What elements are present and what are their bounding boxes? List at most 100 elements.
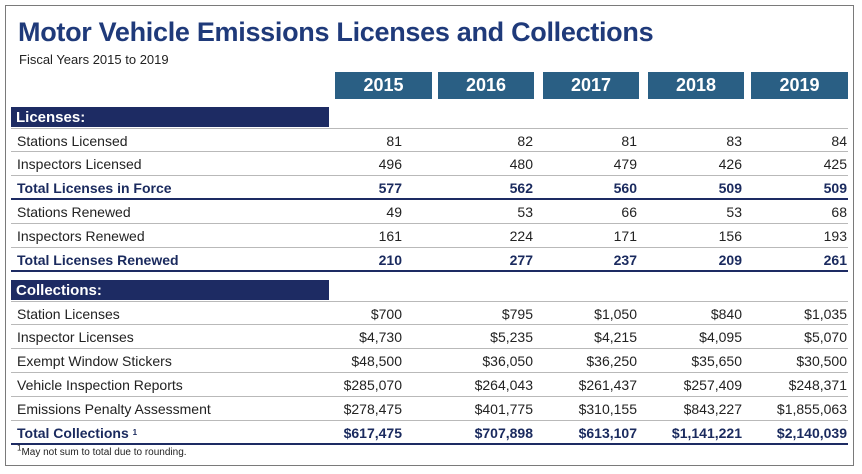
row-label: Total Licenses Renewed: [17, 248, 179, 271]
row-label: Stations Renewed: [17, 200, 131, 223]
cell-2019: 261: [823, 251, 847, 268]
table-row: Vehicle Inspection Reports $285,070 $264,0…: [11, 373, 848, 397]
cell-2017: $261,437: [578, 376, 637, 393]
cell-2016: 53: [517, 203, 533, 220]
table-total-row: Total Collections 1 $617,475 $707,898 $613,…: [11, 421, 848, 445]
row-label: Exempt Window Stickers: [17, 349, 172, 372]
cell-2017: 81: [621, 132, 637, 149]
cell-2017: $4,215: [594, 328, 637, 345]
row-label-text: Emissions Penalty Assessment: [17, 400, 211, 417]
table-row: Emissions Penalty Assessment $278,475 $401…: [11, 397, 848, 421]
year-header-2015: 2015: [335, 72, 432, 99]
cell-2016: $264,043: [474, 376, 533, 393]
cell-2017: $310,155: [578, 400, 637, 417]
cell-2019: $1,855,063: [776, 400, 847, 417]
row-label: Station Licenses: [17, 302, 120, 325]
cell-2015: 81: [386, 132, 402, 149]
cell-2016: 562: [509, 179, 533, 196]
table-frame: [5, 5, 854, 466]
cell-2017: 479: [613, 155, 637, 172]
row-label-text: Total Licenses in Force: [17, 179, 172, 196]
page-subtitle: Fiscal Years 2015 to 2019: [19, 52, 169, 67]
row-label: Vehicle Inspection Reports: [17, 373, 183, 396]
cell-2019: $5,070: [804, 328, 847, 345]
row-label-text: Inspectors Renewed: [17, 227, 145, 244]
table-total-row: Total Licenses in Force 577 562 560 509 509: [11, 176, 848, 200]
cell-2018: $843,227: [683, 400, 742, 417]
cell-2018: 156: [718, 227, 742, 244]
row-label-text: Station Licenses: [17, 305, 120, 322]
cell-2015: 496: [378, 155, 402, 172]
section-heading-collections: Collections:: [11, 280, 329, 300]
year-header-2018: 2018: [648, 72, 744, 99]
cell-2015: $48,500: [351, 352, 402, 369]
cell-2016: $795: [501, 305, 533, 322]
cell-2017: 66: [621, 203, 637, 220]
cell-2019: $30,500: [796, 352, 847, 369]
cell-2019: 425: [823, 155, 847, 172]
cell-2015: $4,730: [359, 328, 402, 345]
row-label-text: Inspectors Licensed: [17, 155, 142, 172]
footnote-text: May not sum to total due to rounding.: [21, 447, 187, 458]
cell-2017: 171: [613, 227, 637, 244]
cell-2017: 237: [613, 251, 637, 268]
row-label-text: Vehicle Inspection Reports: [17, 376, 183, 393]
cell-2019: 193: [823, 227, 847, 244]
cell-2015: 49: [386, 203, 402, 220]
table-row: Inspectors Licensed 496 480 479 426 425: [11, 152, 848, 176]
cell-2015: 577: [378, 179, 402, 196]
cell-2016: 277: [509, 251, 533, 268]
table-row: Stations Licensed 81 82 81 83 84: [11, 128, 848, 152]
table-row: Station Licenses $700 $795 $1,050 $840 $1,035: [11, 301, 848, 325]
row-label: Inspector Licenses: [17, 325, 134, 348]
row-label: Total Collections 1: [17, 424, 138, 441]
cell-2019: $2,140,039: [776, 424, 847, 441]
row-label-text: Inspector Licenses: [17, 328, 134, 345]
table-row: Inspector Licenses $4,730 $5,235 $4,215 $4,0…: [11, 325, 848, 349]
cell-2015: $285,070: [343, 376, 402, 393]
row-label-text: Total Licenses Renewed: [17, 251, 179, 268]
cell-2018: 83: [726, 132, 742, 149]
cell-2019: 84: [831, 132, 847, 149]
cell-2018: $840: [710, 305, 742, 322]
row-label: Stations Licensed: [17, 129, 128, 152]
page-title: Motor Vehicle Emissions Licenses and Col…: [18, 17, 654, 47]
row-label: Emissions Penalty Assessment: [17, 397, 211, 420]
cell-2016: 480: [509, 155, 533, 172]
cell-2018: 426: [718, 155, 742, 172]
year-header-2019: 2019: [751, 72, 848, 99]
row-label-text: Stations Renewed: [17, 203, 131, 220]
cell-2017: $1,050: [594, 305, 637, 322]
cell-2015: 161: [378, 227, 402, 244]
cell-2018: $4,095: [699, 328, 742, 345]
row-label-text: Exempt Window Stickers: [17, 352, 172, 369]
section-heading-licenses: Licenses:: [11, 107, 329, 127]
cell-2017: $613,107: [578, 424, 637, 441]
year-header-2017: 2017: [543, 72, 639, 99]
cell-2018: 209: [718, 251, 742, 268]
cell-2016: $401,775: [474, 400, 533, 417]
table-row: Exempt Window Stickers $48,500 $36,050 $36,…: [11, 349, 848, 373]
row-label-text: Total Collections: [17, 424, 129, 441]
cell-2019: $1,035: [804, 305, 847, 322]
row-label: Inspectors Renewed: [17, 224, 145, 247]
cell-2016: $36,050: [482, 352, 533, 369]
cell-2018: $257,409: [683, 376, 742, 393]
cell-2019: 68: [831, 203, 847, 220]
footnote: 1May not sum to total due to rounding.: [17, 443, 187, 458]
cell-2018: $1,141,221: [671, 424, 742, 441]
cell-2016: 82: [517, 132, 533, 149]
footnote-mark: 1: [17, 443, 22, 453]
cell-2016: 224: [509, 227, 533, 244]
cell-2017: $36,250: [586, 352, 637, 369]
year-header-2016: 2016: [438, 72, 534, 99]
cell-2018: $35,650: [691, 352, 742, 369]
row-label: Total Licenses in Force: [17, 176, 172, 199]
cell-2015: $617,475: [343, 424, 402, 441]
table-row: Inspectors Renewed 161 224 171 156 193: [11, 224, 848, 248]
cell-2016: $707,898: [474, 424, 533, 441]
cell-2015: $700: [370, 305, 402, 322]
cell-2018: 53: [726, 203, 742, 220]
cell-2016: $5,235: [490, 328, 533, 345]
row-label-text: Stations Licensed: [17, 132, 128, 149]
